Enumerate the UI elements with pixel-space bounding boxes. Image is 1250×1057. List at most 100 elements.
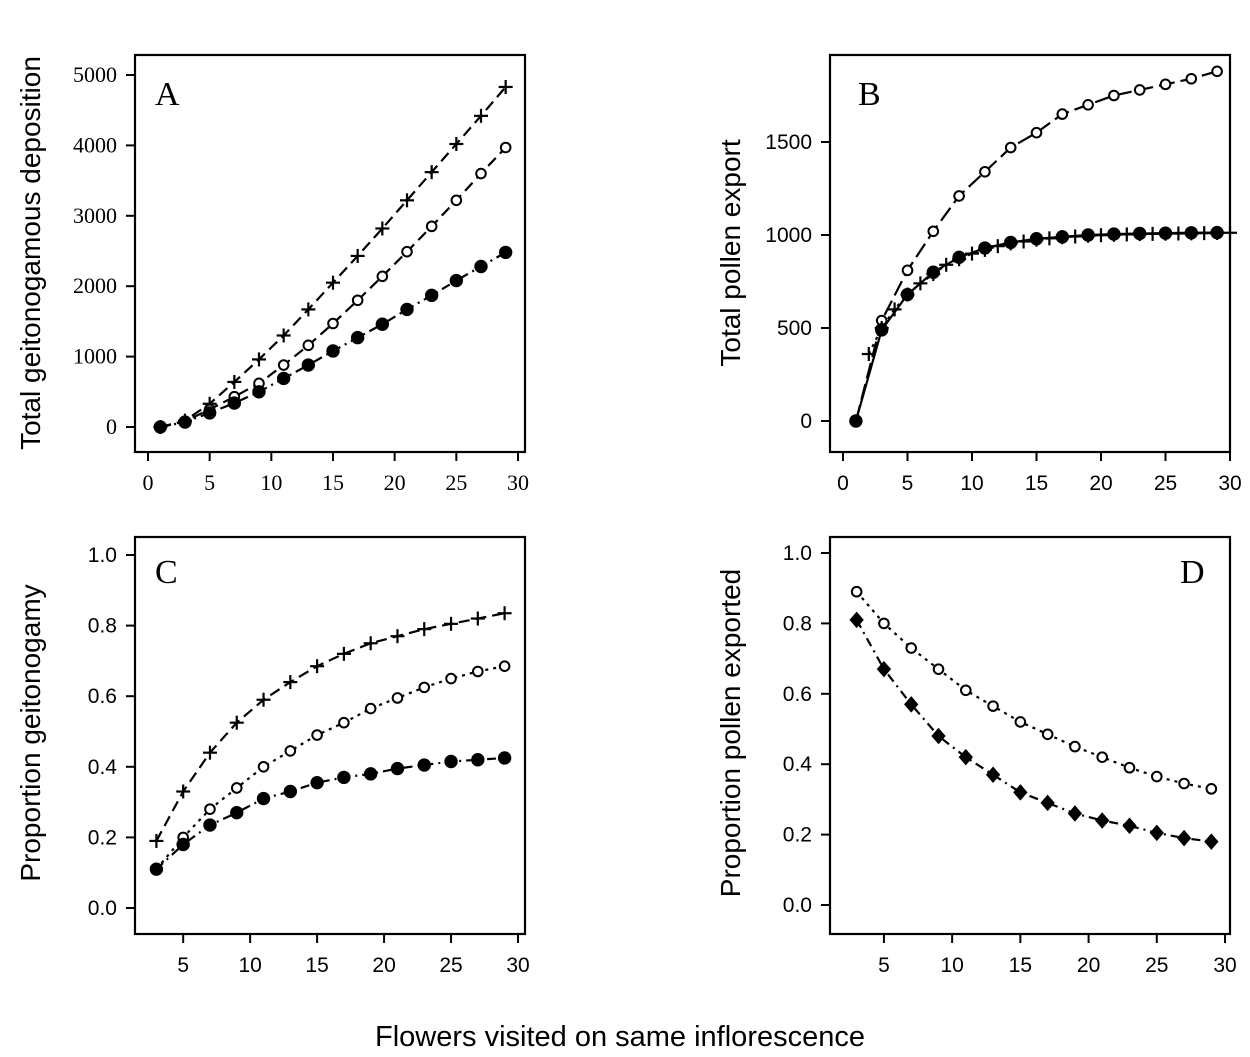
panel-a-ticks: 0 5 10 15 20 25 30 0 1000 2000 3000 4000 5000 [73,62,529,495]
open-circle-marker [901,264,914,277]
y-tick-label: 500 [777,317,812,340]
plus-marker [310,659,325,674]
panel-c-ticks: 5 10 15 20 25 30 0.0 0.2 0.4 0.6 0.8 1.0 [88,544,530,977]
plus-marker [283,675,298,690]
panel-d-series [849,585,1219,850]
y-tick-label: 0.6 [783,683,812,706]
open-circle-marker [1205,783,1218,795]
filled-diamond-marker [931,727,946,745]
y-tick-label: 1000 [73,344,117,369]
panel-b-ylabel: Total pollen export [715,139,746,366]
open-circle-marker [277,359,290,371]
filled-circle-marker [417,758,431,772]
plus-marker [227,374,242,389]
filled-diamond-marker [1095,812,1110,829]
filled-circle-marker [1107,227,1121,241]
panel-a-ylabel: Total geitonogamous deposition [15,56,46,450]
filled-circle-marker [283,784,298,799]
plus-marker [449,136,464,151]
filled-diamond-marker [876,660,892,678]
panel-d-plot-frame [828,535,1232,936]
filled-circle-marker [363,767,378,781]
open-circle-marker [1159,78,1172,91]
filled-circle-marker [326,344,340,358]
plus-marker [326,275,340,290]
filled-circle-marker [375,317,390,331]
x-tick-label: 25 [1154,472,1177,495]
y-tick-label: 5000 [73,62,117,87]
series-line [867,231,1231,355]
panel-c: C Proportion geitonogamy 5 10 15 20 25 30 0.0 0… [15,535,530,977]
filled-circle-marker [926,265,940,279]
plus-marker [424,165,439,180]
filled-diamond-marker [904,696,919,713]
x-tick-label: 30 [506,954,529,977]
panel-d: D Proportion pollen exported 5 10 15 20 25 30… [715,535,1237,977]
filled-circle-marker [471,753,485,767]
x-tick-label: 25 [439,954,462,977]
plus-marker [276,328,291,343]
panel-b-label: B [858,76,881,113]
filled-circle-marker [227,396,242,410]
open-circle-marker [1123,761,1136,774]
open-circle-marker [932,663,945,675]
panel-d-label: D [1180,554,1205,591]
open-circle-marker [204,803,216,815]
filled-circle-marker [301,358,316,372]
y-tick-label: 0.8 [783,612,812,635]
filled-diamond-marker [985,766,1001,784]
filled-circle-marker [1133,226,1147,241]
panel-d-ylabel: Proportion pollen exported [715,569,746,897]
y-tick-label: 0.2 [783,824,812,847]
x-tick-label: 20 [1089,472,1112,495]
filled-circle-marker [875,323,889,337]
filled-circle-marker [153,420,168,434]
plus-marker [301,302,316,317]
open-circle-marker [1150,770,1163,783]
filled-circle-marker [337,770,351,785]
open-circle-marker [498,660,511,672]
x-tick-label: 25 [445,470,467,495]
filled-circle-marker [178,415,192,429]
plus-marker [497,606,512,621]
x-tick-label: 15 [1025,472,1048,495]
open-circle-marker [327,317,339,330]
plus-marker [470,611,485,626]
panel-c-ylabel: Proportion geitonogamy [15,584,46,881]
plus-marker [887,302,902,317]
open-circle-marker [338,716,350,729]
open-circle-marker [1082,99,1094,111]
filled-diamond-marker [1013,784,1028,801]
plus-marker [229,715,244,730]
filled-circle-marker [390,761,405,776]
y-tick-label: 0.8 [88,615,117,638]
x-tick-label: 5 [177,954,189,977]
plus-marker [350,248,365,263]
open-circle-marker [1014,716,1027,728]
open-circle-marker [1133,84,1146,96]
filled-circle-marker [1004,235,1018,250]
plus-marker [444,616,459,631]
x-tick-label: 25 [1145,954,1168,977]
x-tick-label: 30 [507,470,529,495]
filled-circle-marker [497,751,512,765]
filled-diamond-marker [849,611,864,629]
figure-xlabel: Flowers visited on same inflorescence [375,1021,865,1053]
filled-circle-marker [498,245,513,260]
y-tick-label: 1.0 [783,542,812,565]
panel-a-series [153,79,513,434]
filled-diamond-marker [1122,817,1137,835]
open-circle-marker [284,745,297,757]
filled-circle-marker [202,406,217,420]
open-circle-marker [401,245,413,258]
open-circle-marker [953,190,965,202]
open-circle-marker [927,225,940,238]
filled-circle-marker [849,414,863,428]
plus-marker [336,646,351,661]
filled-diamond-marker [1204,833,1219,850]
y-tick-label: 1.0 [88,544,117,567]
filled-circle-marker [310,775,324,790]
panel-d-ticks: 5 10 15 20 25 30 0.0 0.2 0.4 0.6 0.8 1.0 [783,542,1237,977]
x-tick-label: 10 [238,954,261,977]
